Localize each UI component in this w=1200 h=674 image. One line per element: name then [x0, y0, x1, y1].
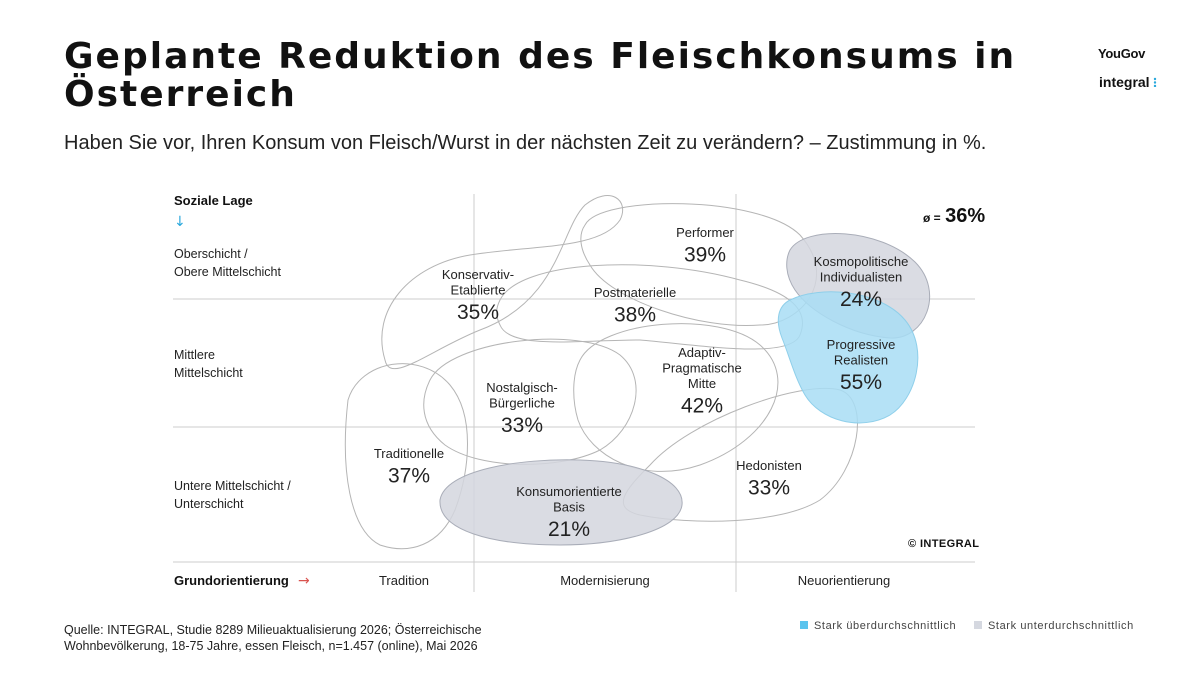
y-level-1-line-1: Mittelschicht: [174, 366, 243, 380]
y-level-1-line-0: Mittlere: [174, 348, 215, 362]
milieu-value-progressive: 55%: [840, 371, 882, 394]
yougov-logo: YouGov: [1098, 46, 1145, 61]
milieu-name-konservativ-1: Etablierte: [451, 283, 506, 298]
milieu-shape-konsumorientierte: [439, 459, 683, 546]
milieu-name-nostalgisch-1: Bürgerliche: [489, 396, 555, 411]
x-level-2: Neuorientierung: [798, 573, 891, 588]
integral-logo: integral: [1099, 74, 1159, 90]
milieu-name-kosmopolitische: Kosmopolitische: [814, 254, 909, 269]
milieu-name-kosmopolitische-1: Individualisten: [820, 270, 902, 285]
milieu-name-adaptiv-2: Mitte: [688, 376, 716, 391]
legend-item-above: Stark überdurchschnittlich: [800, 620, 956, 632]
average-symbol: ø =: [923, 211, 941, 225]
chart-subtitle: Haben Sie vor, Ihren Konsum von Fleisch/…: [64, 132, 987, 154]
right-arrow-icon: →: [298, 573, 310, 589]
milieu-shape-postmaterielle: [496, 264, 803, 350]
copyright-note: © INTEGRAL: [908, 538, 980, 550]
legend-item-below: Stark unterdurchschnittlich: [974, 620, 1134, 632]
milieu-name-traditionelle: Traditionelle: [374, 446, 444, 461]
y-level-0-line-1: Obere Mittelschicht: [174, 265, 282, 279]
average-display: ø = 36%: [923, 205, 985, 228]
milieu-name-nostalgisch: Nostalgisch-: [486, 380, 558, 395]
yougov-logo-text: YouGov: [1098, 46, 1146, 61]
milieu-shape-adaptiv: [573, 323, 779, 472]
y-axis-title: Soziale Lage: [174, 193, 253, 208]
milieu-value-traditionelle: 37%: [388, 465, 430, 488]
milieu-value-konsumorientierte: 21%: [548, 518, 590, 541]
milieu-name-konsumorientierte-1: Basis: [553, 500, 585, 515]
down-arrow-icon: ↓: [174, 214, 186, 230]
milieu-name-postmaterielle: Postmaterielle: [594, 285, 676, 300]
x-level-1: Modernisierung: [560, 573, 650, 588]
y-level-0-line-0: Oberschicht /: [174, 247, 248, 261]
milieu-name-konsumorientierte: Konsumorientierte: [516, 484, 622, 499]
milieu-value-postmaterielle: 38%: [614, 304, 656, 327]
legend-swatch-below: [974, 621, 982, 629]
average-value: 36%: [945, 205, 986, 227]
legend-swatch-above: [800, 621, 808, 629]
integral-dots-icon: [1154, 77, 1157, 88]
milieu-value-performer: 39%: [684, 244, 726, 267]
x-axis-title: Grundorientierung: [174, 573, 289, 588]
milieu-shape-progressive: [777, 291, 919, 424]
milieu-value-kosmopolitische: 24%: [840, 288, 882, 311]
milieu-name-performer: Performer: [676, 225, 734, 240]
legend-label-above: Stark überdurchschnittlich: [814, 620, 957, 632]
milieu-value-hedonisten: 33%: [748, 477, 790, 500]
milieu-name-progressive-1: Realisten: [834, 353, 888, 368]
milieu-shape-nostalgisch: [423, 338, 637, 465]
milieu-value-adaptiv: 42%: [681, 395, 723, 418]
page-title: Geplante Reduktion des Fleischkonsums in…: [64, 36, 1017, 115]
milieu-name-adaptiv: Adaptiv-: [678, 345, 726, 360]
milieu-name-hedonisten: Hedonisten: [736, 458, 802, 473]
milieu-value-konservativ: 35%: [457, 301, 499, 324]
legend-label-below: Stark unterdurchschnittlich: [988, 620, 1134, 632]
integral-logo-text: integral: [1099, 74, 1150, 90]
milieu-name-konservativ: Konservativ-: [442, 267, 514, 282]
milieu-value-nostalgisch: 33%: [501, 414, 543, 437]
y-level-2-line-0: Untere Mittelschicht /: [174, 479, 291, 493]
x-level-0: Tradition: [379, 573, 429, 588]
milieu-name-adaptiv-1: Pragmatische: [662, 361, 741, 376]
source-note: Quelle: INTEGRAL, Studie 8289 Milieuaktu…: [64, 623, 482, 653]
milieu-name-progressive: Progressive: [827, 337, 896, 352]
y-level-2-line-1: Unterschicht: [174, 497, 244, 511]
milieu-shape-konservativ: [381, 195, 623, 370]
